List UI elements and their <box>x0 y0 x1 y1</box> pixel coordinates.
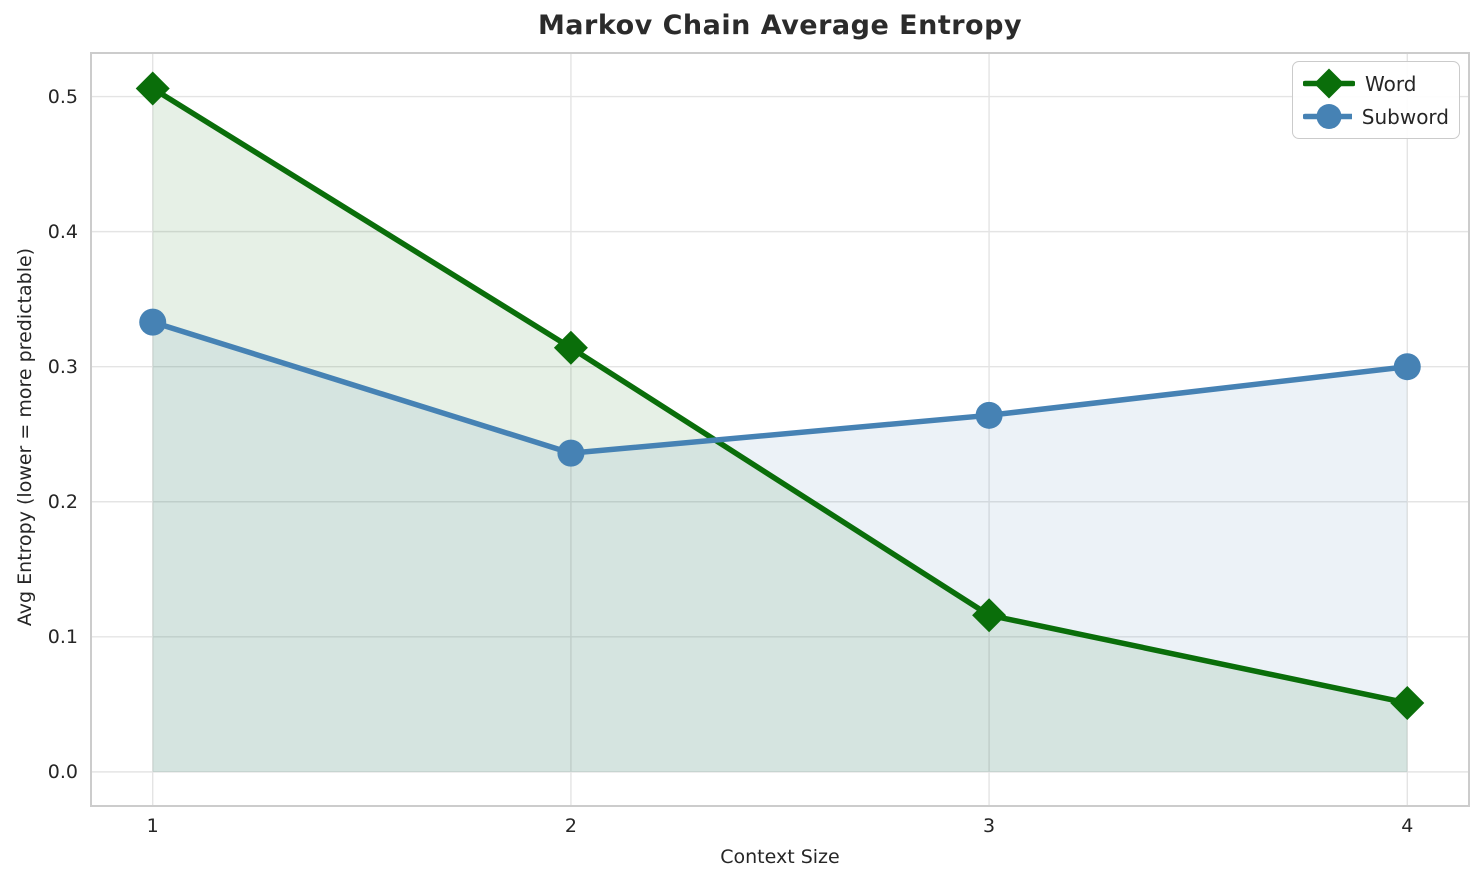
plot-border <box>90 52 1470 807</box>
plot-area <box>90 52 1470 807</box>
data-point-subword <box>139 308 167 336</box>
series-area-word <box>152 88 1408 772</box>
legend-item-word[interactable]: Word <box>1303 67 1449 100</box>
x-tick-label: 1 <box>146 815 159 837</box>
y-tick-label: 0.3 <box>47 355 78 378</box>
chart-title: Markov Chain Average Entropy <box>537 10 1023 41</box>
legend-label: Subword <box>1361 104 1449 129</box>
series-line-word <box>149 85 1411 706</box>
y-tick-label: 0.0 <box>47 760 78 783</box>
y-axis-label: Avg Entropy (lower = more predictable) <box>14 247 36 627</box>
data-point-subword <box>557 439 585 467</box>
x-tick-label: 4 <box>1401 815 1414 837</box>
data-point-word <box>135 71 170 106</box>
y-tick-label: 0.4 <box>47 220 78 243</box>
y-tick-label: 0.2 <box>47 490 78 513</box>
y-tick-label: 0.5 <box>47 85 78 108</box>
legend-label: Word <box>1365 71 1417 96</box>
legend[interactable]: Word Subword <box>1292 61 1460 139</box>
series-area-subword <box>152 322 1408 772</box>
data-point-subword <box>1393 353 1421 381</box>
x-tick-label: 2 <box>564 815 577 837</box>
data-point-word <box>972 598 1007 633</box>
legend-marker-circle-icon <box>1303 104 1352 129</box>
legend-marker-diamond-icon <box>1303 68 1355 99</box>
x-tick-label: 3 <box>983 815 996 837</box>
data-point-subword <box>975 401 1003 429</box>
data-point-word <box>1390 686 1425 721</box>
data-point-word <box>553 330 588 365</box>
series-line-subword <box>149 319 1411 456</box>
legend-item-subword[interactable]: Subword <box>1303 100 1449 133</box>
x-axis-label: Context Size <box>720 846 840 868</box>
y-tick-label: 0.1 <box>47 625 78 648</box>
